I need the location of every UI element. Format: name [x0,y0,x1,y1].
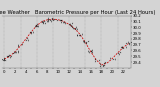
Title: Milwaukee Weather   Barometric Pressure per Hour (Last 24 Hours): Milwaukee Weather Barometric Pressure pe… [0,10,155,15]
